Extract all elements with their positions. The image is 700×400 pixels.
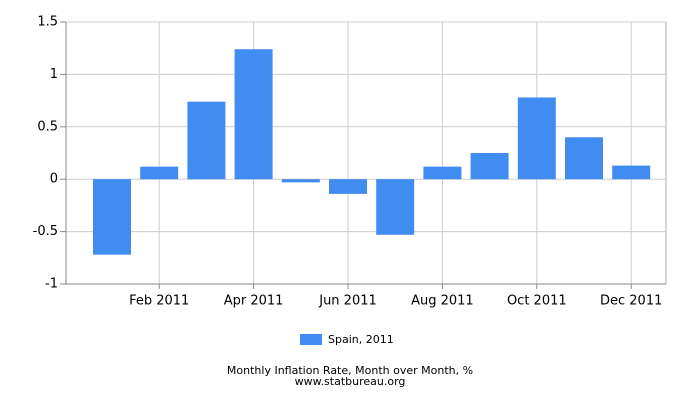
bar [93,179,131,255]
x-tick-label: Oct 2011 [507,294,567,309]
y-tick-label: -1 [45,277,58,292]
y-tick-label: 1 [50,67,58,82]
y-tick-label: 0.5 [37,119,58,134]
x-tick-label: Feb 2011 [129,294,189,309]
bar [517,97,556,180]
x-tick-label: Jun 2011 [318,294,377,309]
bar [234,49,273,180]
bar [565,137,603,180]
y-tick-label: 1.5 [37,15,58,30]
chart-source: www.statbureau.org [295,375,406,388]
x-tick-label: Aug 2011 [411,294,474,309]
bar [281,179,320,183]
bar [329,179,367,194]
legend-swatch [300,334,322,345]
x-tick-label: Dec 2011 [600,294,662,309]
bar [470,153,509,180]
bar [423,166,462,180]
legend-label: Spain, 2011 [328,333,394,346]
y-tick-label: 0 [50,172,58,187]
x-tick-label: Apr 2011 [224,294,284,309]
bar [376,179,415,235]
chart-caption: Monthly Inflation Rate, Month over Month… [227,364,473,377]
bar [187,101,226,180]
bar [140,166,179,180]
y-tick-label: -0.5 [33,224,58,239]
bar [612,165,651,180]
